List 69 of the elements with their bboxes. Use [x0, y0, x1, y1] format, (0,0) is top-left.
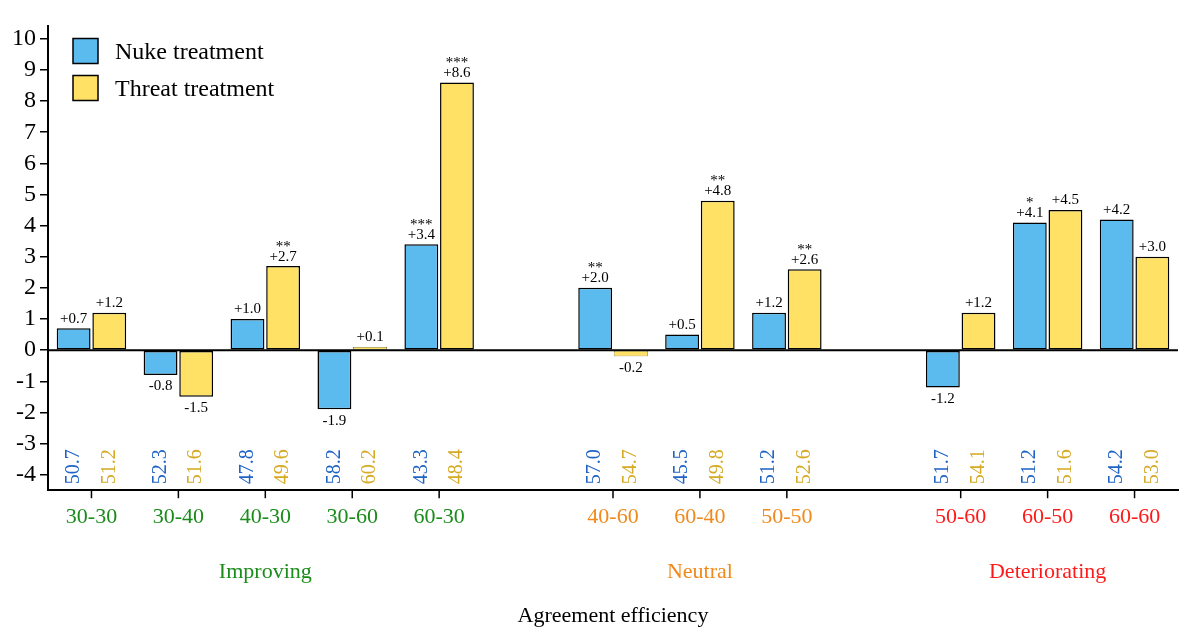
data-label: +4.2	[1103, 200, 1131, 217]
annotation: 58.2	[321, 449, 344, 485]
y-tick-label: 9	[24, 55, 36, 82]
x-tick-label: 40-30	[239, 503, 291, 529]
data-label: +1.2	[964, 294, 993, 311]
data-label: +0.1	[356, 328, 384, 345]
x-tick-label: 30-60	[326, 503, 378, 529]
data-label: +0.7	[60, 309, 88, 326]
annotation: 52.6	[791, 449, 814, 485]
annotation: 54.2	[1103, 449, 1126, 485]
annotation: 49.6	[270, 449, 293, 485]
data-label: +1.2	[95, 294, 123, 311]
data-label: +1.2	[755, 294, 783, 311]
annotation: 43.3	[408, 449, 431, 485]
annotation: 54.7	[618, 449, 641, 485]
data-label: +0.5	[668, 316, 696, 332]
annotation: 45.5	[669, 449, 692, 485]
legend-label: Threat treatment	[115, 74, 275, 101]
data-label: +3.0	[1138, 238, 1166, 255]
y-tick-label: 10	[12, 24, 36, 51]
y-tick-label: 7	[24, 117, 36, 144]
x-tick-label: 60-60	[1108, 503, 1161, 529]
data-label: -0.2	[618, 358, 643, 375]
x-axis-title: Agreement efficiency	[517, 601, 709, 627]
x-tick-label: 60-30	[413, 503, 465, 529]
data-label: -1.9	[322, 411, 347, 428]
y-tick-label: -2	[16, 397, 36, 424]
y-tick-label: 0	[24, 335, 36, 362]
annotation: 60.2	[357, 449, 380, 485]
data-label: +4.5	[1051, 191, 1080, 208]
y-tick-label: -4	[16, 459, 36, 486]
y-tick-label: 6	[24, 148, 36, 175]
y-tick-label: 1	[24, 304, 36, 331]
y-tick-label: 4	[24, 210, 36, 237]
y-tick-label: 3	[24, 242, 36, 269]
x-tick-label: 30-30	[65, 503, 118, 529]
annotation: 51.6	[1052, 449, 1075, 485]
data-label: -0.8	[148, 377, 173, 394]
annotation: 51.6	[183, 449, 206, 485]
data-label: +1.0	[233, 300, 262, 317]
y-tick-label: 8	[24, 86, 36, 113]
x-tick-label: 60-40	[674, 503, 726, 529]
annotation: 49.8	[704, 449, 727, 485]
annotation: 52.3	[147, 449, 170, 485]
y-tick-label: 5	[24, 179, 36, 206]
annotation: 53.0	[1139, 449, 1162, 485]
annotation: 54.1	[965, 449, 988, 485]
annotation: 57.0	[582, 449, 605, 485]
x-tick-label: 30-40	[152, 503, 205, 529]
annotation: 51.2	[1017, 449, 1040, 485]
annotation: 48.4	[444, 449, 467, 485]
y-tick-label: 2	[24, 273, 36, 300]
legend-label: Nuke treatment	[115, 37, 264, 64]
annotation: 50.7	[60, 449, 83, 485]
text: Improving	[218, 557, 312, 583]
y-tick-label: -3	[16, 428, 36, 455]
annotation: 47.8	[234, 449, 257, 485]
x-tick-label: 50-50	[761, 503, 813, 529]
y-tick-label: -1	[16, 366, 36, 393]
annotation: 51.2	[96, 449, 119, 485]
x-tick-label: 40-60	[587, 503, 639, 529]
data-label: -1.5	[184, 399, 209, 416]
annotation: 51.7	[930, 449, 953, 485]
annotation: 51.2	[756, 449, 779, 485]
x-tick-label: 50-60	[935, 503, 987, 529]
text: Deteriorating	[988, 557, 1107, 583]
text: Neutral	[666, 557, 733, 583]
x-tick-label: 60-50	[1021, 503, 1074, 529]
data-label: -1.2	[931, 389, 955, 406]
